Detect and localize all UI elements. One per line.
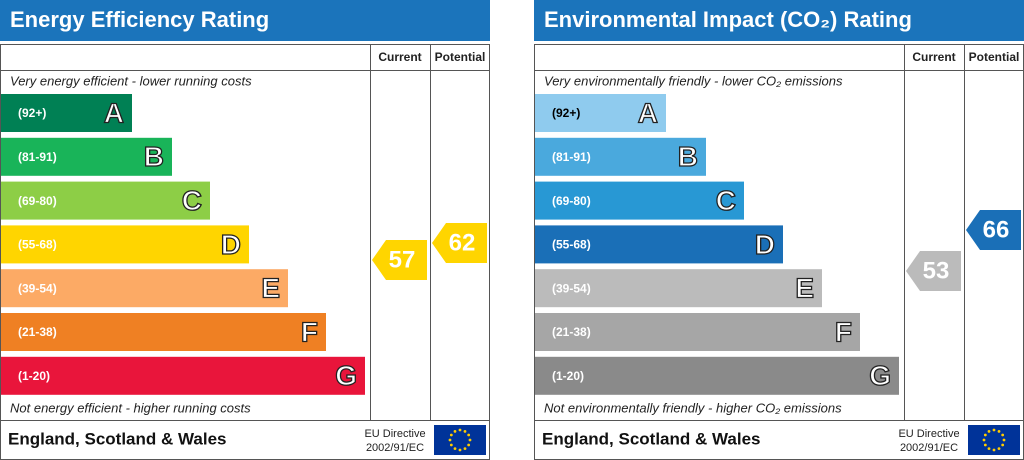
eu-star	[1001, 433, 1005, 437]
rating-value: 57	[389, 246, 416, 273]
band-range: (92+)	[18, 106, 46, 120]
title-bar	[0, 0, 490, 41]
eu-star	[449, 433, 453, 437]
eu-star	[983, 443, 987, 447]
eu-star	[453, 429, 457, 433]
rating-arrow	[432, 223, 487, 263]
rating-band	[535, 313, 860, 351]
eu-star	[458, 428, 462, 432]
rating-value: 66	[983, 216, 1010, 243]
band-range: (1-20)	[18, 369, 50, 383]
band-letter: A	[104, 97, 124, 128]
eu-star	[467, 443, 471, 447]
rating-band	[1, 94, 132, 132]
band-range: (69-80)	[18, 194, 57, 208]
panel-title: Environmental Impact (CO₂) Rating	[544, 7, 912, 32]
band-range: (81-91)	[552, 150, 591, 164]
panel-title: Energy Efficiency Rating	[10, 7, 269, 32]
footer-region: England, Scotland & Wales	[542, 429, 761, 448]
band-range: (55-68)	[18, 238, 57, 252]
band-letter: G	[335, 360, 357, 391]
band-letter: E	[261, 273, 280, 304]
eu-star	[1002, 438, 1006, 442]
band-range: (92+)	[552, 106, 580, 120]
rating-band	[1, 313, 326, 351]
band-letter: B	[144, 141, 164, 172]
band-letter: F	[835, 316, 852, 347]
rating-band	[535, 269, 822, 308]
column-header: Current	[378, 50, 421, 64]
eu-star	[992, 428, 996, 432]
rating-band	[535, 94, 666, 132]
band-letter: B	[678, 141, 698, 172]
title-bar	[534, 0, 1024, 41]
band-letter: G	[869, 360, 891, 391]
band-letter: E	[795, 273, 814, 304]
eu-star	[982, 438, 986, 442]
rating-arrow	[372, 240, 427, 280]
band-letter: D	[221, 229, 241, 260]
rating-band	[1, 181, 210, 220]
bottom-note: Not energy efficient - higher running co…	[10, 400, 251, 415]
rating-band	[535, 356, 899, 395]
column-header: Potential	[435, 50, 486, 64]
eu-star	[987, 429, 991, 433]
eu-star	[453, 447, 457, 451]
band-range: (21-38)	[552, 325, 591, 339]
rating-value: 62	[449, 229, 476, 256]
rating-panel: Energy Efficiency Rating Current Potential…	[0, 0, 490, 460]
eu-star	[997, 447, 1001, 451]
eu-star	[463, 447, 467, 451]
band-letter: A	[638, 97, 658, 128]
eu-star	[468, 438, 472, 442]
band-letter: C	[182, 185, 202, 216]
footer-directive: EU Directive	[364, 428, 425, 440]
footer-directive: EU Directive	[898, 428, 959, 440]
footer-region: England, Scotland & Wales	[8, 429, 227, 448]
band-range: (39-54)	[18, 281, 57, 295]
rating-value: 53	[923, 257, 950, 284]
rating-band	[535, 137, 706, 176]
rating-band	[1, 269, 288, 308]
band-range: (1-20)	[552, 369, 584, 383]
band-range: (39-54)	[552, 281, 591, 295]
top-note: Very energy efficient - lower running co…	[10, 73, 252, 88]
eu-star	[983, 433, 987, 437]
footer-directive: 2002/91/EC	[900, 442, 958, 454]
rating-band	[535, 181, 744, 220]
top-note: Very environmentally friendly - lower CO…	[544, 73, 843, 88]
band-range: (81-91)	[18, 150, 57, 164]
rating-arrow	[966, 210, 1021, 250]
eu-star	[987, 447, 991, 451]
footer-directive: 2002/91/EC	[366, 442, 424, 454]
rating-band	[1, 225, 249, 264]
eu-star	[467, 433, 471, 437]
eu-star	[992, 448, 996, 452]
eu-star	[1001, 443, 1005, 447]
rating-panel: Environmental Impact (CO₂) Rating Current…	[534, 0, 1024, 460]
eu-star	[448, 438, 452, 442]
eu-star	[463, 429, 467, 433]
eu-star	[458, 448, 462, 452]
column-header: Potential	[969, 50, 1020, 64]
band-range: (55-68)	[552, 238, 591, 252]
band-letter: D	[755, 229, 775, 260]
rating-band	[535, 225, 783, 264]
eu-star	[997, 429, 1001, 433]
bottom-note: Not environmentally friendly - higher CO…	[544, 400, 842, 415]
band-letter: F	[301, 316, 318, 347]
band-range: (69-80)	[552, 194, 591, 208]
band-letter: C	[716, 185, 736, 216]
rating-band	[1, 137, 172, 176]
column-header: Current	[912, 50, 955, 64]
band-range: (21-38)	[18, 325, 57, 339]
rating-band	[1, 356, 365, 395]
eu-star	[449, 443, 453, 447]
rating-arrow	[906, 251, 961, 291]
